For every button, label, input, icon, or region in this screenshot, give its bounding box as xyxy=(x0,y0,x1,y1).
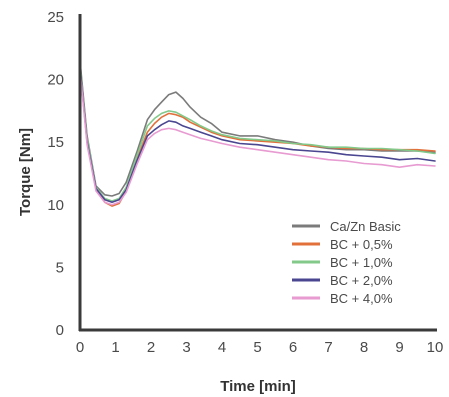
y-tick-label: 0 xyxy=(56,322,64,339)
series-line-4 xyxy=(79,68,436,206)
series-line-2 xyxy=(79,63,436,202)
legend-label: BC + 0,5% xyxy=(330,237,393,252)
legend-label: BC + 4,0% xyxy=(330,291,393,306)
x-tick-label: 10 xyxy=(427,339,444,356)
x-tick-label: 1 xyxy=(111,339,119,356)
y-tick-labels: 0 5 10 15 20 25 xyxy=(47,9,64,339)
y-tick-label: 5 xyxy=(56,259,64,276)
legend-label: Ca/Zn Basic xyxy=(330,219,401,234)
x-tick-label: 8 xyxy=(360,339,368,356)
series-line-0 xyxy=(79,60,436,197)
y-tick-label: 20 xyxy=(47,72,64,89)
x-tick-label: 6 xyxy=(289,339,297,356)
legend: Ca/Zn Basic BC + 0,5% BC + 1,0% BC + 2,0% BC… xyxy=(292,219,401,306)
x-tick-label: 5 xyxy=(253,339,261,356)
series-lines xyxy=(79,60,436,207)
series-line-3 xyxy=(79,66,436,204)
legend-label: BC + 2,0% xyxy=(330,273,393,288)
series-line-1 xyxy=(79,66,436,207)
x-tick-labels: 0 1 2 3 4 5 6 7 8 9 10 xyxy=(76,339,444,356)
x-tick-label: 4 xyxy=(218,339,226,356)
x-tick-label: 3 xyxy=(182,339,190,356)
x-tick-label: 9 xyxy=(395,339,403,356)
y-tick-label: 25 xyxy=(47,9,64,26)
x-tick-label: 0 xyxy=(76,339,84,356)
y-tick-label: 10 xyxy=(47,197,64,214)
y-axis-title: Torque [Nm] xyxy=(17,128,34,216)
legend-label: BC + 1,0% xyxy=(330,255,393,270)
x-tick-label: 7 xyxy=(324,339,332,356)
x-tick-label: 2 xyxy=(147,339,155,356)
y-tick-label: 15 xyxy=(47,134,64,151)
x-axis-title: Time [min] xyxy=(220,378,296,395)
